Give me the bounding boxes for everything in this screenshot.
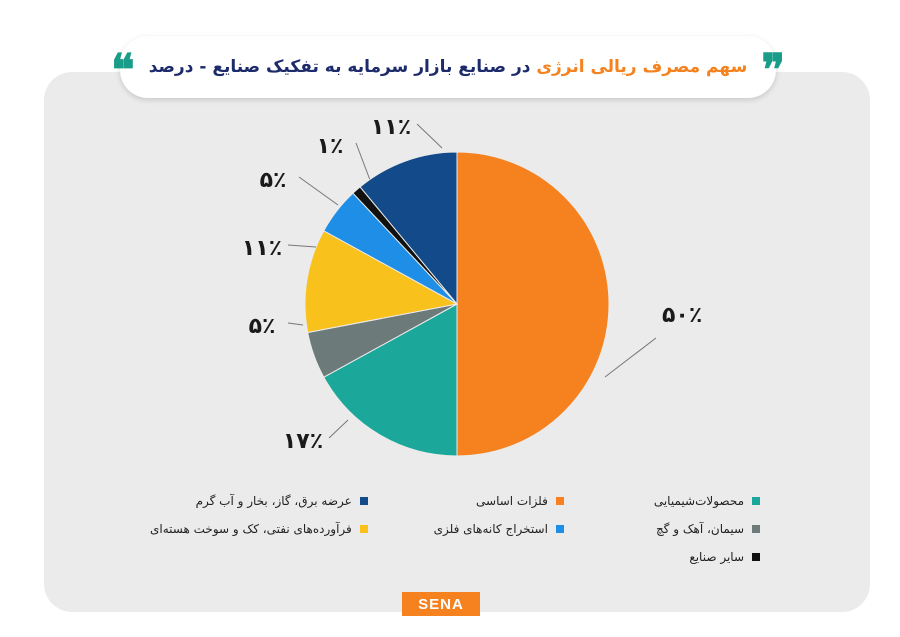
slice-label: ۵٪ — [249, 314, 276, 339]
quote-close-icon: ❝ — [111, 45, 135, 96]
chart-title-main: در صنایع بازار سرمایه به تفکیک صنایع - د… — [148, 57, 531, 77]
leader-line — [287, 322, 304, 326]
legend-item: فرآورده‌های نفتی، کک و سوخت هسته‌ای — [150, 522, 368, 536]
leader-line — [287, 244, 317, 248]
quote-open-icon: ❞ — [761, 45, 785, 96]
leader-line — [328, 419, 349, 439]
slice-label: ۱۷٪ — [283, 429, 323, 454]
legend-item: سیمان، آهک و گچ — [564, 522, 760, 536]
legend-swatch — [555, 497, 564, 505]
chart-legend: محصولات‌شیمیایی فلزات اساسی عرضه برق، گاز،… — [150, 494, 760, 564]
slice-label: ۵٪ — [260, 168, 287, 193]
leader-line — [416, 123, 443, 149]
slice-label: ۱۱٪ — [371, 115, 411, 140]
legend-item: سایر صنایع — [564, 550, 760, 564]
slice-label: ۱۱٪ — [242, 236, 282, 261]
legend-label: استخراج کانه‌های فلزی — [433, 522, 548, 536]
legend-swatch — [359, 525, 368, 533]
legend-label: فلزات اساسی — [476, 494, 548, 508]
legend-label: فرآورده‌های نفتی، کک و سوخت هسته‌ای — [150, 522, 352, 536]
legend-swatch — [752, 525, 760, 533]
legend-label: سیمان، آهک و گچ — [655, 522, 744, 536]
legend-swatch — [752, 553, 760, 561]
legend-item: محصولات‌شیمیایی — [564, 494, 760, 508]
chart-title-banner: ❞ سهم مصرف ریالی انرژی در صنایع بازار سر… — [111, 36, 785, 98]
legend-label: عرضه برق، گاز، بخار و آب گرم — [195, 494, 352, 508]
sena-logo: SENA — [402, 592, 480, 616]
leader-line — [298, 176, 339, 206]
pie-slice — [323, 303, 458, 457]
logo-text: SENA — [418, 595, 464, 613]
legend-item: عرضه برق، گاز، بخار و آب گرم — [150, 494, 368, 508]
leader-line — [604, 337, 657, 378]
pie-slice — [359, 151, 458, 306]
legend-item: فلزات اساسی — [368, 494, 564, 508]
legend-swatch — [555, 525, 564, 533]
chart-title: سهم مصرف ریالی انرژی در صنایع بازار سرما… — [149, 57, 748, 77]
pie-slice — [304, 230, 459, 334]
legend-swatch — [752, 497, 760, 505]
slice-label: ۵۰٪ — [662, 303, 702, 328]
legend-label: محصولات‌شیمیایی — [653, 494, 744, 508]
legend-label: سایر صنایع — [689, 550, 744, 564]
legend-item: استخراج کانه‌های فلزی — [368, 522, 564, 536]
pie-slice — [456, 151, 610, 457]
slice-label: ۱٪ — [317, 134, 344, 159]
legend-swatch — [359, 497, 368, 505]
leader-line — [355, 142, 371, 181]
chart-title-accent: سهم مصرف ریالی انرژی — [536, 57, 748, 77]
